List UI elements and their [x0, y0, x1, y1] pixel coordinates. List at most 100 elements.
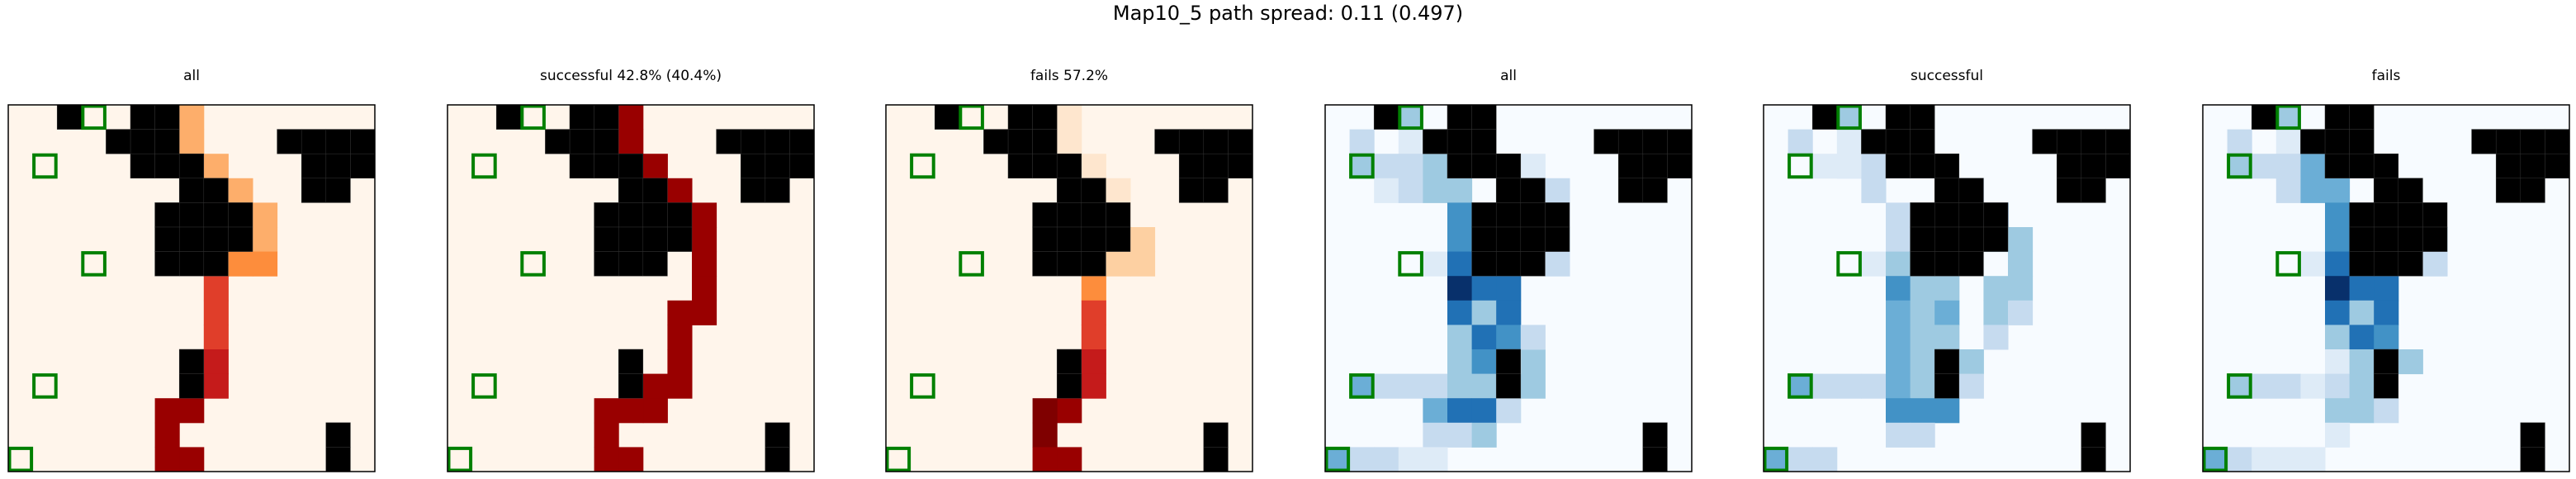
- goal-marker: [1836, 104, 1862, 130]
- obstacle-cell: [2251, 104, 2277, 130]
- heatmap-cell: [203, 373, 229, 399]
- heatmap-cell: [1836, 373, 1862, 399]
- heatmap-cell: [1910, 373, 1935, 399]
- heatmap-cell: [1788, 373, 1813, 399]
- heatmap-cell: [1958, 349, 1984, 375]
- obstacle-cell: [2495, 153, 2522, 179]
- heatmap-cell: [1934, 325, 1960, 350]
- obstacle-cell: [1642, 153, 1668, 179]
- obstacle-cell: [2373, 178, 2399, 203]
- obstacle-cell: [1617, 129, 1644, 154]
- obstacle-cell: [203, 251, 229, 277]
- goal-marker: [81, 104, 107, 130]
- obstacle-cell: [350, 129, 376, 154]
- obstacle-cell: [130, 153, 155, 179]
- heatmap-cell: [1032, 398, 1058, 424]
- heatmap-cell: [2422, 251, 2448, 277]
- obstacle-cell: [1910, 129, 1935, 154]
- heatmap-cell: [1423, 178, 1448, 203]
- heatmap-cell: [1471, 398, 1497, 424]
- heatmap-cell: [1861, 154, 1887, 179]
- obstacle-cell: [569, 153, 594, 179]
- obstacle-cell: [2422, 226, 2448, 252]
- heatmap-cell: [1398, 447, 1423, 472]
- heatmap-cell: [1886, 325, 1911, 350]
- obstacle-cell: [716, 129, 741, 154]
- heatmap-cell: [1545, 178, 1570, 203]
- heatmap-cell: [2252, 154, 2277, 179]
- heatmap-cell: [692, 202, 717, 228]
- panel-frame: [2202, 104, 2570, 472]
- heatmap-cell: [1349, 447, 1375, 472]
- obstacle-cell: [667, 226, 693, 252]
- heatmap-cell: [692, 251, 717, 277]
- obstacle-cell: [1228, 153, 1253, 179]
- heatmap-cell: [2275, 154, 2301, 179]
- obstacle-cell: [2081, 153, 2106, 179]
- obstacle-cell: [178, 251, 205, 277]
- obstacle-cell: [2520, 153, 2545, 179]
- heatmap-cell: [1325, 447, 1351, 472]
- obstacle-cell: [2398, 251, 2423, 277]
- obstacle-cell: [618, 202, 644, 228]
- obstacle-cell: [1154, 129, 1180, 154]
- obstacle-cell: [1471, 251, 1497, 277]
- heatmap-panel: [2202, 104, 2570, 472]
- heatmap-cell: [692, 300, 717, 325]
- heatmap-cell: [1447, 202, 1473, 228]
- heatmap-cell: [2325, 300, 2351, 325]
- obstacle-cell: [2373, 373, 2399, 399]
- heatmap-cell: [1861, 178, 1887, 203]
- obstacle-cell: [1178, 129, 1205, 154]
- heatmap-cell: [1910, 325, 1935, 350]
- heatmap-cell: [1886, 349, 1911, 375]
- panel-frame: [885, 104, 1253, 472]
- obstacle-cell: [765, 422, 790, 448]
- obstacle-cell: [1203, 178, 1229, 203]
- obstacle-cell: [618, 153, 644, 179]
- heatmap-cell: [203, 276, 229, 301]
- obstacle-cell: [1495, 373, 1522, 399]
- heatmap-cell: [1496, 300, 1522, 325]
- heatmap-cell: [1081, 349, 1106, 375]
- obstacle-cell: [594, 129, 619, 154]
- obstacle-cell: [1983, 226, 2009, 252]
- heatmap-cell: [1081, 373, 1106, 399]
- obstacle-cell: [1081, 251, 1106, 277]
- obstacle-cell: [1056, 202, 1082, 228]
- panel-frame: [1324, 104, 1693, 472]
- obstacle-cell: [1934, 202, 1960, 228]
- heatmap-cell: [667, 325, 693, 350]
- heatmap-cell: [667, 349, 693, 375]
- obstacle-cell: [154, 251, 180, 277]
- obstacle-cell: [1032, 226, 1058, 252]
- heatmap-cell: [2325, 202, 2351, 228]
- heatmap-cell: [1057, 105, 1082, 130]
- goal-marker: [1349, 373, 1375, 399]
- obstacle-cell: [2105, 153, 2131, 179]
- heatmap-cell: [667, 178, 693, 203]
- panel-title: fails: [2371, 68, 2401, 84]
- obstacle-cell: [1471, 104, 1497, 130]
- obstacle-cell: [178, 373, 205, 399]
- obstacle-cell: [1178, 153, 1205, 179]
- obstacle-cell: [618, 178, 644, 203]
- obstacle-cell: [2373, 153, 2399, 179]
- obstacle-cell: [2349, 104, 2375, 130]
- heatmap-cell: [2008, 300, 2034, 325]
- obstacle-cell: [1885, 129, 1911, 154]
- obstacle-cell: [2349, 153, 2375, 179]
- heatmap-cell: [1081, 154, 1106, 179]
- heatmap-cell: [203, 300, 229, 325]
- heatmap-cell: [1447, 178, 1473, 203]
- obstacle-cell: [2349, 129, 2375, 154]
- heatmap-cell: [1886, 276, 1911, 301]
- heatmap-cell: [179, 129, 205, 154]
- goal-marker: [885, 446, 912, 472]
- panel-title: successful 42.8% (40.4%): [539, 68, 722, 84]
- obstacle-cell: [1447, 104, 1472, 130]
- heatmap-cell: [2325, 325, 2351, 350]
- obstacle-cell: [618, 373, 644, 399]
- heatmap-cell: [1398, 178, 1423, 203]
- heatmap-cell: [2275, 129, 2301, 154]
